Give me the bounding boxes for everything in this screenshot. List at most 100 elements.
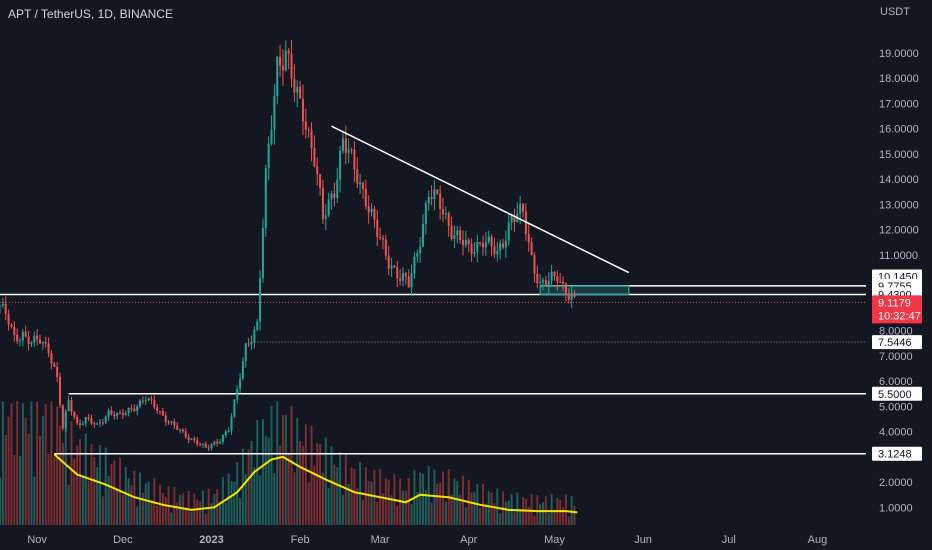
volume-bar (361, 499, 364, 525)
volume-bar (381, 493, 384, 525)
candle-body (270, 129, 273, 144)
volume-bar (421, 473, 424, 525)
candle-body (413, 256, 416, 274)
candle-body (216, 441, 219, 444)
volume-bar (130, 485, 133, 525)
y-tick-label: 16.0000 (879, 124, 919, 136)
candle-body (173, 421, 176, 426)
volume-bar (284, 414, 287, 525)
candle-body (241, 361, 244, 379)
candle-body (136, 406, 139, 411)
volume-bar (507, 500, 510, 525)
y-tick-label: 17.0000 (879, 98, 919, 110)
candle-body (504, 240, 507, 248)
candle-body (401, 272, 404, 281)
volume-bar (419, 472, 422, 525)
candle-body (233, 399, 236, 417)
volume-bar (504, 501, 507, 525)
y-tick-label: 14.0000 (879, 174, 919, 186)
volume-bar (496, 488, 499, 525)
volume-bar (27, 434, 30, 525)
x-tick-label: Jul (722, 534, 736, 546)
volume-bar (164, 497, 167, 525)
candle-body (496, 250, 499, 255)
volume-bar (236, 462, 239, 525)
volume-bar (484, 503, 487, 525)
candle-body (36, 335, 39, 340)
candle-body (353, 149, 356, 170)
volume-bar (227, 473, 230, 525)
volume-bar (87, 481, 90, 525)
volume-bar (327, 488, 330, 525)
y-tick-label: 15.0000 (879, 149, 919, 161)
volume-bar (276, 401, 279, 525)
candle-body (24, 332, 27, 337)
volume-bar (184, 507, 187, 525)
volume-bar (559, 499, 562, 525)
volume-bar (136, 506, 139, 525)
candle-body (250, 342, 253, 345)
volume-bar (293, 472, 296, 525)
candle-body (487, 236, 490, 242)
candle-body (107, 410, 110, 417)
volume-bar (210, 503, 213, 525)
x-tick-label: Nov (27, 534, 47, 546)
level-label: 5.5000 (878, 389, 912, 401)
volume-bar (244, 473, 247, 525)
candle-body (199, 444, 202, 446)
candle-body (416, 253, 419, 257)
x-tick-label: Dec (113, 534, 133, 546)
volume-bar (156, 505, 159, 525)
candle-body (527, 234, 530, 243)
candle-body (210, 444, 213, 449)
volume-bar (401, 490, 404, 525)
candle-body (350, 149, 353, 151)
volume-bar (390, 495, 393, 525)
volume-bar (233, 481, 236, 525)
volume-bar (430, 502, 433, 525)
candle-body (439, 193, 442, 210)
candle-body (419, 246, 422, 254)
volume-bar (341, 494, 344, 525)
volume-bar (110, 464, 113, 525)
y-tick-label: 7.0000 (879, 351, 913, 363)
candle-body (27, 336, 30, 344)
candle-body (119, 412, 122, 414)
candle-body (127, 408, 130, 414)
candle-body (81, 423, 84, 425)
candle-body (470, 244, 473, 254)
candle-body (76, 416, 79, 424)
candle-body (310, 130, 313, 149)
volume-bar (450, 494, 453, 525)
volume-bar (104, 447, 107, 525)
candle-body (393, 265, 396, 268)
candle-body (104, 416, 107, 423)
volume-bar (350, 467, 353, 525)
candle-body (476, 242, 479, 253)
candle-body (456, 230, 459, 236)
volume-bar (93, 457, 96, 525)
volume-bar (336, 467, 339, 525)
volume-bar (79, 439, 82, 525)
candle-body (267, 143, 270, 169)
volume-bar (456, 480, 459, 525)
volume-bar (513, 512, 516, 525)
volume-bar (270, 405, 273, 525)
candle-body (450, 226, 453, 239)
last-price-label: 9.1179 (878, 297, 911, 309)
volume-bar (367, 481, 370, 525)
volume-bar (416, 492, 419, 525)
y-tick-label: 4.0000 (879, 427, 913, 439)
x-tick-label: Aug (808, 534, 828, 546)
candle-body (16, 334, 19, 342)
candle-body (159, 410, 162, 412)
volume-bar (224, 503, 227, 525)
candle-body (513, 215, 516, 222)
volume-bar (256, 420, 259, 525)
candle-body (344, 138, 347, 153)
volume-bar (199, 501, 202, 525)
volume-bar (190, 511, 193, 525)
volume-bar (16, 401, 19, 525)
candle-body (224, 431, 227, 436)
